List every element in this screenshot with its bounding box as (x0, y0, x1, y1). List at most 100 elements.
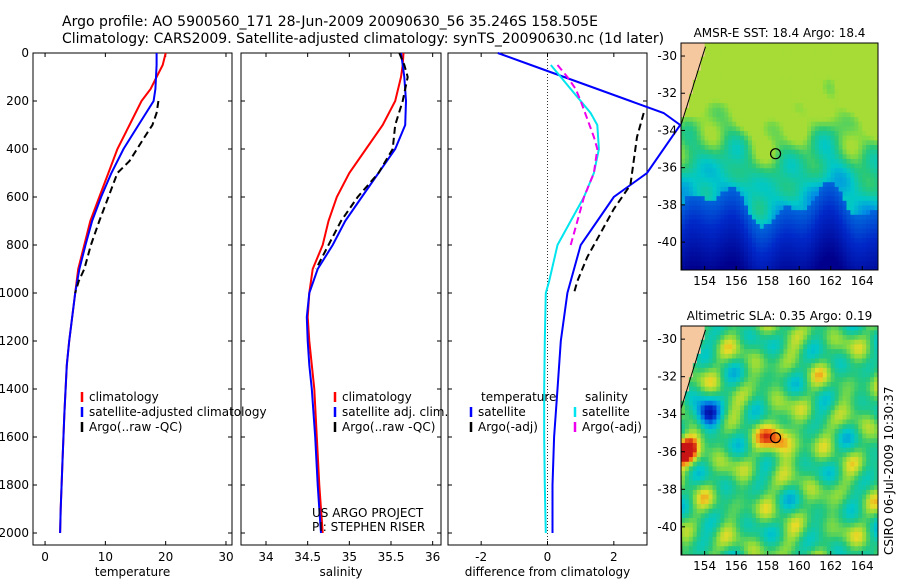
sla_map-cell (724, 329, 729, 336)
sst_map-cell (700, 228, 706, 234)
sst_map-cell (858, 228, 863, 234)
sla_map-cell (862, 531, 867, 537)
sla_map-cell (732, 334, 737, 340)
sst_map-cell (700, 223, 706, 229)
sla_map-cell (759, 489, 765, 495)
sla_map-cell (834, 465, 840, 472)
sla_map-cell (763, 414, 769, 420)
sst_map-cell (854, 214, 859, 220)
sst_map-cell (854, 116, 859, 122)
sst_map-cell (704, 51, 710, 57)
sla_map-cell (803, 508, 808, 514)
sla_map-cell (704, 418, 710, 425)
sla_map-cell (712, 343, 718, 350)
sst_map-cell (720, 116, 725, 122)
sla_map-cell (799, 456, 804, 462)
sla_map-cell (834, 451, 840, 458)
sla_map-cell (818, 357, 824, 364)
sla_map-cell (700, 339, 706, 345)
sla_map-cell (858, 512, 863, 519)
sla_map-cell (696, 386, 702, 392)
sst_map-cell (787, 153, 792, 159)
sst_map-cell (799, 218, 804, 225)
sst_map-cell (728, 149, 733, 155)
sst_map-cell (838, 107, 844, 113)
sla_map-cell (771, 517, 777, 523)
sst_map-cell (803, 172, 808, 178)
sla_map-cell (720, 353, 725, 359)
sla_map-cell (684, 508, 690, 514)
sst_map-cell (712, 228, 718, 234)
sst_map-cell (807, 223, 812, 229)
sst_map-cell (854, 144, 859, 150)
sla_map-cell (732, 526, 737, 533)
sst_map-cell (696, 200, 702, 206)
sst_map-cell (814, 139, 820, 145)
sla_map-cell (822, 512, 828, 519)
sla_map-cell (684, 540, 690, 547)
sst_map-cell (696, 242, 702, 248)
sst_map-cell (858, 65, 863, 71)
sla_map-cell (779, 357, 785, 364)
sla_map-cell (747, 386, 753, 392)
sst_map-cell (854, 200, 859, 206)
sst_map-cell (704, 181, 710, 187)
sla_map-cell (787, 531, 792, 537)
sst_map-cell (874, 167, 878, 173)
sla_map-cell (807, 353, 812, 359)
sla_map-cell (811, 329, 816, 336)
sst_map-cell (688, 65, 694, 71)
sst_map-cell (704, 223, 710, 229)
sst_map-cell (858, 223, 863, 229)
sla_map-cell (779, 353, 785, 359)
sla_map-cell (759, 540, 765, 547)
sst_map-cell (771, 139, 777, 145)
sst_map-cell (732, 190, 737, 197)
sst_map-cell (787, 51, 792, 57)
sla_map-cell (696, 395, 702, 401)
sst_map-cell (763, 65, 769, 71)
sst_map-cell (791, 116, 796, 122)
sla_map-cell (724, 400, 729, 406)
sla_map-cell (787, 494, 792, 500)
sla_map-cell (712, 465, 718, 472)
sla_map-cell (791, 484, 796, 490)
sla_map-cell (740, 329, 745, 336)
sla_map-cell (692, 339, 698, 345)
sst_map-cell (696, 186, 702, 192)
sla_map-cell (704, 475, 710, 481)
sst_map-cell (759, 167, 765, 173)
sst_map-cell (834, 218, 840, 225)
sla_map-cell (751, 329, 757, 336)
sst_map-cell (696, 79, 702, 85)
sst_map-cell (783, 74, 788, 80)
sla_map-cell (858, 498, 863, 504)
sst_map-cell (708, 149, 714, 155)
sla_map-cell (838, 414, 844, 420)
sla_map-cell (771, 484, 777, 490)
sla_map-cell (692, 418, 698, 425)
sla_map-cell (763, 465, 769, 472)
sla_map-cell (771, 376, 777, 382)
sla_map-cell (744, 395, 749, 401)
sst_map-cell (783, 43, 788, 48)
sst_map-cell (834, 153, 840, 159)
sla_map-cell (830, 390, 836, 397)
sla_map-cell (732, 494, 737, 500)
sla_map-cell (862, 326, 867, 331)
sst_map-cell (775, 195, 781, 201)
sla_map-cell (724, 456, 729, 462)
sla_map-cell (728, 362, 733, 368)
sla_map-cell (807, 545, 812, 551)
sst_map-cell (759, 251, 765, 257)
sla_map-cell (681, 326, 686, 331)
sst_map-cell (830, 107, 836, 113)
sst_map-cell (787, 228, 792, 234)
sla_map-cell (751, 508, 757, 514)
sla_map-cell (744, 526, 749, 533)
sst_map-cell (850, 97, 855, 104)
sst_map-cell (681, 56, 686, 62)
sst_map-cell (708, 265, 714, 270)
sst_map-cell (874, 93, 878, 99)
sla_map-cell (814, 414, 820, 420)
